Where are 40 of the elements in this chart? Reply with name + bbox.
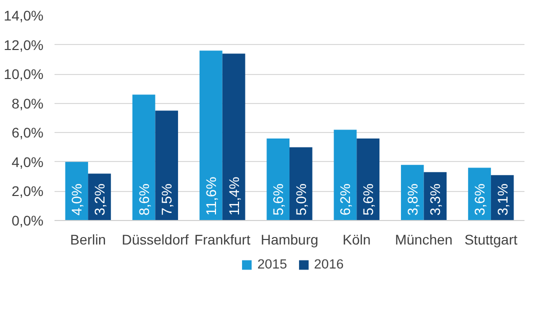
- data-label: 3,3%: [427, 184, 444, 216]
- bar: [132, 94, 156, 220]
- data-label: 3,8%: [404, 184, 420, 216]
- bar: [222, 54, 246, 220]
- legend-label: 2016: [314, 256, 344, 272]
- data-label: 4,0%: [68, 184, 85, 216]
- data-label: 3,6%: [472, 184, 488, 216]
- bar: [200, 50, 222, 220]
- x-tick-label: Düsseldorf: [122, 232, 189, 248]
- data-label: 5,0%: [292, 184, 309, 216]
- y-tick-label: 0,0%: [12, 212, 44, 228]
- data-label: 7,5%: [158, 184, 175, 216]
- bar: [65, 162, 88, 220]
- bar: [356, 138, 380, 220]
- y-tick-label: 2,0%: [12, 183, 44, 200]
- data-label: 11,6%: [202, 176, 219, 216]
- x-tick-label: Köln: [342, 232, 371, 248]
- data-label: 5,6%: [360, 184, 376, 216]
- bar: [334, 130, 357, 220]
- y-tick-label: 12,0%: [4, 36, 44, 53]
- data-label: 8,6%: [136, 184, 152, 216]
- y-tick-label: 6,0%: [12, 124, 44, 141]
- x-tick-label: Frankfurt: [194, 232, 250, 248]
- data-label: 6,2%: [337, 184, 354, 216]
- data-label: 5,6%: [270, 184, 286, 216]
- data-label: 3,2%: [91, 184, 108, 216]
- legend-label: 2015: [257, 256, 287, 272]
- y-tick-label: 4,0%: [12, 154, 44, 170]
- x-tick-label: Stuttgart: [464, 232, 518, 248]
- y-tick-label: 14,0%: [4, 8, 44, 24]
- bar: [266, 138, 290, 220]
- x-tick-label: München: [394, 232, 453, 248]
- bar: [290, 147, 312, 220]
- x-tick-label: Berlin: [70, 232, 106, 248]
- data-label: 11,4%: [226, 176, 242, 216]
- data-label: 3,1%: [494, 184, 510, 216]
- x-tick-label: Hamburg: [260, 232, 318, 248]
- y-tick-label: 10,0%: [4, 66, 44, 82]
- y-tick-label: 8,0%: [12, 95, 44, 112]
- bar: [155, 110, 178, 220]
